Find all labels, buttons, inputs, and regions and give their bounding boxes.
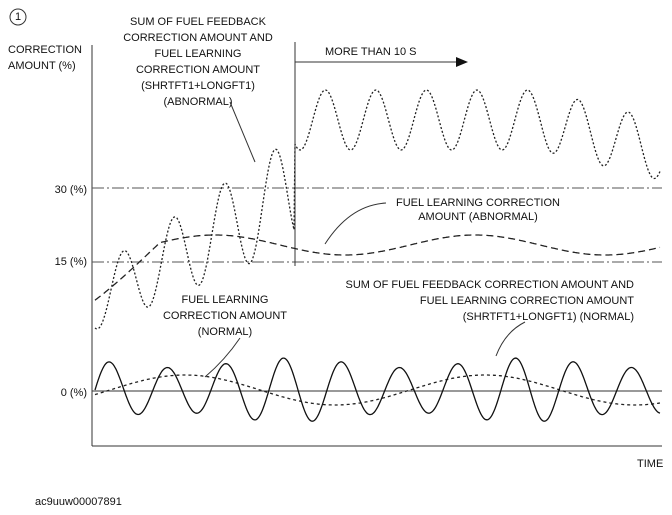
annotation: FUEL LEARNING: [181, 294, 268, 306]
annotation: (SHRTFT1+LONGFT1) (NORMAL): [463, 311, 634, 323]
y-axis-label: CORRECTION: [8, 44, 82, 56]
annotation: (SHRTFT1+LONGFT1): [141, 80, 255, 92]
y-axis-label: AMOUNT (%): [8, 60, 76, 72]
level-label: 30 (%): [55, 184, 87, 196]
circle-marker: [9, 8, 27, 26]
leader-line: [229, 101, 256, 163]
annotation: FUEL LEARNING CORRECTION AMOUNT: [420, 295, 634, 307]
annotation: MORE THAN 10 S: [325, 46, 417, 58]
annotation: (ABNORMAL): [163, 96, 232, 108]
level-label: 15 (%): [55, 256, 87, 268]
annotation: (NORMAL): [198, 326, 252, 338]
x-axis-label: TIME: [637, 458, 663, 470]
level-label: 0 (%): [61, 387, 87, 399]
annotation: FUEL LEARNING: [154, 48, 241, 60]
leader-line: [324, 202, 387, 245]
leader-line: [495, 321, 526, 357]
annotation: CORRECTION AMOUNT AND: [123, 32, 273, 44]
annotation: CORRECTION AMOUNT: [163, 310, 287, 322]
annotation: SUM OF FUEL FEEDBACK CORRECTION AMOUNT A…: [346, 279, 635, 291]
normal-learning-curve: [94, 374, 661, 406]
circle-label: 1: [15, 11, 21, 23]
figure-id: ac9uuw00007891: [35, 496, 122, 508]
leader-line: [204, 337, 241, 378]
annotation: CORRECTION AMOUNT: [136, 64, 260, 76]
arrow-head: [456, 57, 468, 67]
abnormal-sum-curve: [94, 89, 661, 330]
annotation: AMOUNT (ABNORMAL): [418, 211, 538, 223]
annotation: FUEL LEARNING CORRECTION: [396, 197, 560, 209]
annotation: SUM OF FUEL FEEDBACK: [130, 16, 267, 28]
abnormal-learning-curve: [94, 234, 661, 301]
normal-sum-curve: [94, 357, 661, 422]
